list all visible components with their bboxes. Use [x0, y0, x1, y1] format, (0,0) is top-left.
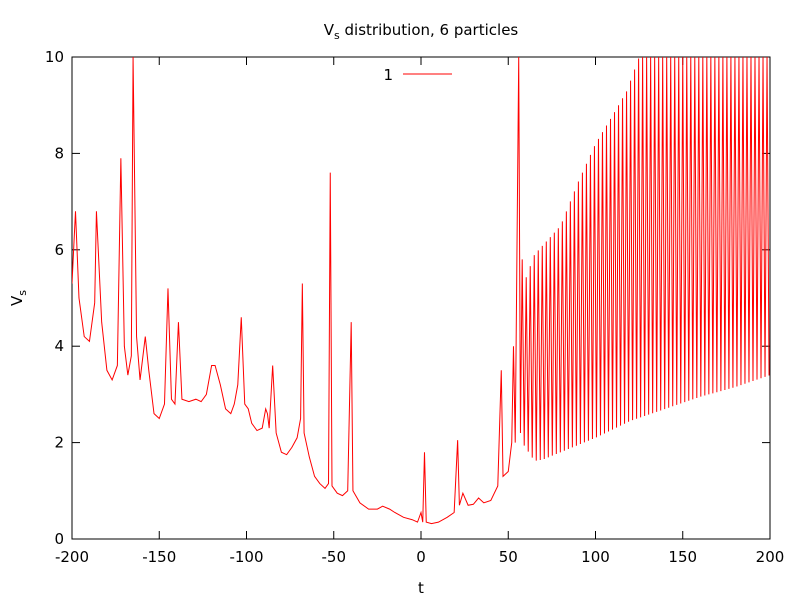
chart-title-rest: distribution, 6 particles — [340, 21, 519, 39]
chart-title-subscript: s — [334, 29, 340, 42]
x-tick-label: 50 — [499, 548, 518, 566]
y-axis-label-subscript: s — [16, 290, 29, 296]
x-axis-label: t — [418, 579, 424, 597]
y-tick-label: 10 — [45, 48, 64, 66]
x-tick-label: 150 — [668, 548, 697, 566]
y-tick-label: 0 — [54, 530, 64, 548]
chart-title: Vs distribution, 6 particles — [324, 21, 519, 42]
y-axis-label-main: V — [8, 295, 26, 306]
y-tick-label: 8 — [54, 144, 64, 162]
legend: 1 — [383, 66, 452, 84]
chart-title-main: V — [324, 21, 335, 39]
x-tick-label: 100 — [581, 548, 610, 566]
x-tick-label: 200 — [756, 548, 785, 566]
x-tick-label: 0 — [416, 548, 426, 566]
x-tick-label: -50 — [322, 548, 347, 566]
y-axis-label: Vs — [8, 290, 29, 306]
x-tick-label: -100 — [229, 548, 263, 566]
x-tick-label: -150 — [142, 548, 176, 566]
y-tick-label: 2 — [54, 434, 64, 452]
x-tick-label: -200 — [55, 548, 89, 566]
y-tick-label: 4 — [54, 337, 64, 355]
series-line-1 — [72, 57, 770, 525]
y-axis: 0 2 4 6 8 10 — [45, 48, 770, 548]
x-axis: -200 -150 -100 -50 0 50 100 150 200 — [55, 57, 784, 566]
y-tick-label: 6 — [54, 241, 64, 259]
legend-label: 1 — [383, 66, 393, 84]
